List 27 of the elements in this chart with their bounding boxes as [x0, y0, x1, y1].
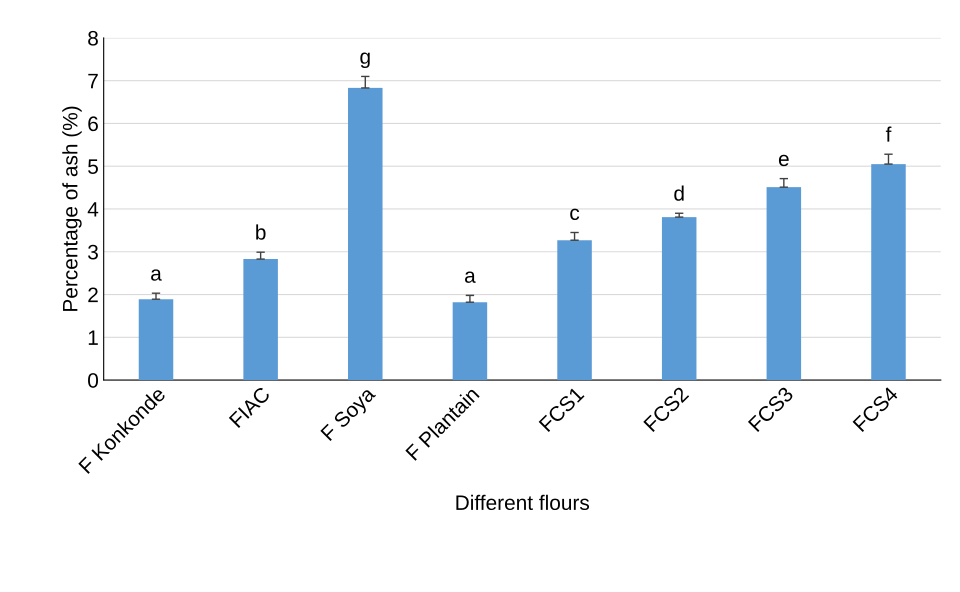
x-axis-title: Different flours [456, 494, 590, 510]
y-tick-label: 2 [88, 288, 98, 302]
y-tick-label: 5 [88, 159, 98, 174]
bar [348, 88, 383, 380]
y-tick-label: 4 [88, 202, 98, 217]
bar [557, 240, 592, 380]
annotation: c [570, 208, 580, 220]
y-tick-label: 8 [88, 30, 98, 46]
y-tick-label: 3 [88, 244, 98, 260]
y-tick-label: 1 [88, 330, 98, 345]
bar [452, 302, 488, 380]
annotation: a [465, 272, 476, 283]
bar [662, 217, 696, 380]
bar [871, 164, 906, 380]
annotation: e [778, 154, 789, 166]
y-tick-label: 0 [88, 373, 98, 388]
annotation: a [151, 269, 162, 281]
y-tick-label: 7 [88, 74, 98, 88]
annotation: f [886, 126, 892, 142]
bar [243, 259, 278, 380]
y-tick-label: 6 [88, 116, 98, 132]
bar [766, 187, 802, 380]
bar [138, 299, 174, 380]
y-axis-title: Percentage of ash (%) [62, 106, 82, 311]
annotation: b [256, 224, 266, 240]
annotation: d [674, 186, 684, 201]
annotation: g [360, 52, 370, 68]
